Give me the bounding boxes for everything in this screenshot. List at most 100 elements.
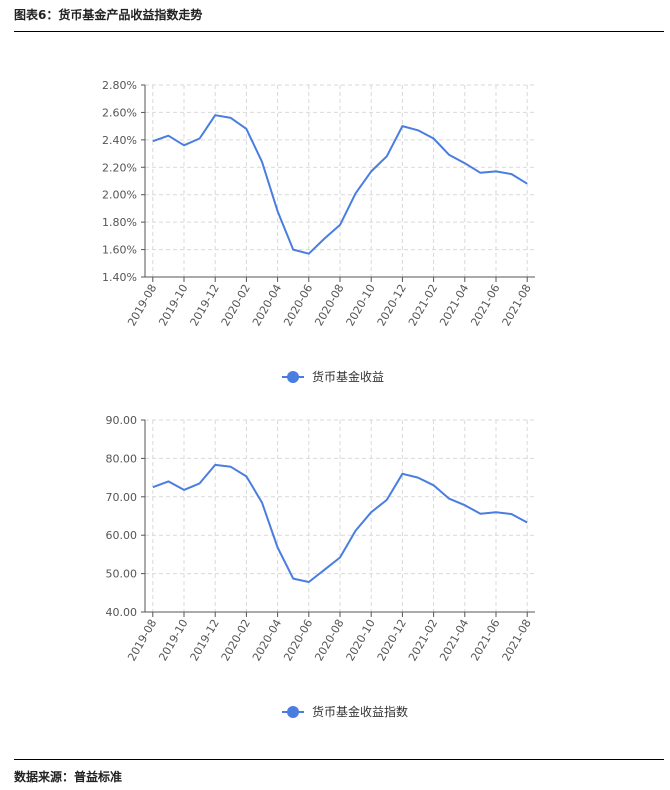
- data-point: [494, 169, 499, 174]
- data-point: [213, 462, 218, 467]
- x-tick-label: 2021-08: [500, 617, 534, 663]
- data-point: [322, 236, 327, 241]
- data-point: [509, 172, 514, 177]
- data-point: [150, 139, 155, 144]
- data-point: [525, 520, 530, 525]
- x-tick-label: 2020-10: [344, 282, 378, 328]
- y-tick-label: 2.60%: [102, 106, 137, 119]
- data-point: [384, 497, 389, 502]
- x-tick-label: 2020-10: [344, 617, 378, 663]
- data-point: [338, 222, 343, 227]
- x-tick-label: 2021-06: [468, 617, 502, 663]
- legend-marker: [287, 371, 299, 383]
- x-tick-label: 2019-10: [156, 282, 190, 328]
- x-tick-label: 2020-08: [312, 617, 346, 663]
- x-tick-label: 2020-02: [219, 617, 253, 663]
- y-tick-label: 1.60%: [102, 244, 137, 257]
- y-tick-label: 90.00: [106, 414, 138, 427]
- x-tick-label: 2019-08: [125, 282, 159, 328]
- data-point: [244, 126, 249, 131]
- y-tick-label: 2.00%: [102, 189, 137, 202]
- top-rule: [14, 31, 664, 32]
- chart-fund-yield-index: 40.00 50.00 60.00 70.00 80.00 90.00 2019-08 201…: [106, 414, 535, 719]
- data-point: [431, 483, 436, 488]
- data-point: [182, 143, 187, 148]
- x-tick-label: 2020-06: [281, 617, 315, 663]
- data-point: [400, 471, 405, 476]
- x-tick-label: 2021-02: [406, 282, 440, 328]
- y-tick-label: 50.00: [106, 568, 138, 581]
- data-point: [291, 247, 296, 252]
- data-source: 数据来源：普益标准: [14, 770, 123, 784]
- figure-title: 图表6：货币基金产品收益指数走势: [14, 8, 203, 22]
- y-tick-label: 60.00: [106, 529, 138, 542]
- y-tick-label: 1.40%: [102, 271, 137, 284]
- legend-label: 货币基金收益指数: [312, 704, 408, 719]
- x-tick-label: 2020-12: [375, 282, 409, 328]
- data-point: [197, 481, 202, 486]
- data-point: [353, 191, 358, 196]
- data-point: [166, 133, 171, 138]
- data-point: [447, 152, 452, 157]
- data-point: [260, 159, 265, 164]
- legend-label: 货币基金收益: [312, 369, 384, 384]
- series-line: [152, 114, 528, 255]
- data-point: [353, 528, 358, 533]
- legend-marker: [287, 706, 299, 718]
- chart-fund-yield: 1.40% 1.60% 1.80% 2.00% 2.20% 2.40% 2.60% 2.80%…: [102, 79, 535, 384]
- data-point: [306, 580, 311, 585]
- y-tick-label: 2.40%: [102, 134, 137, 147]
- x-tick-label: 2021-08: [500, 282, 534, 328]
- x-tick-label: 2021-04: [437, 282, 471, 328]
- data-point: [369, 510, 374, 515]
- data-point: [431, 136, 436, 141]
- data-point: [260, 500, 265, 505]
- bottom-rule: [14, 759, 664, 760]
- data-point: [244, 474, 249, 479]
- data-point: [416, 475, 421, 480]
- data-point: [447, 496, 452, 501]
- data-point: [494, 510, 499, 515]
- data-point: [166, 479, 171, 484]
- data-point: [275, 545, 280, 550]
- x-tick-label: 2020-04: [250, 617, 284, 663]
- data-point: [291, 576, 296, 581]
- data-point: [228, 115, 233, 120]
- data-point: [150, 485, 155, 490]
- x-tick-label: 2019-12: [188, 617, 222, 663]
- x-tick-label: 2020-02: [219, 282, 253, 328]
- x-tick-label: 2021-02: [406, 617, 440, 663]
- data-point: [369, 169, 374, 174]
- data-point: [197, 136, 202, 141]
- y-tick-label: 70.00: [106, 491, 138, 504]
- data-point: [462, 161, 467, 166]
- data-point: [509, 512, 514, 517]
- x-tick-label: 2021-06: [468, 282, 502, 328]
- y-tick-label: 2.20%: [102, 161, 137, 174]
- data-point: [275, 209, 280, 214]
- x-tick-label: 2020-04: [250, 282, 284, 328]
- x-tick-label: 2020-08: [312, 282, 346, 328]
- data-point: [182, 487, 187, 492]
- x-tick-label: 2019-08: [125, 617, 159, 663]
- x-tick-label: 2020-06: [281, 282, 315, 328]
- data-point: [525, 181, 530, 186]
- y-tick-label: 80.00: [106, 452, 138, 465]
- data-point: [213, 113, 218, 118]
- series-line: [152, 463, 528, 583]
- y-tick-label: 2.80%: [102, 79, 137, 92]
- data-point: [306, 251, 311, 256]
- data-point: [400, 124, 405, 129]
- x-tick-label: 2020-12: [375, 617, 409, 663]
- data-point: [416, 128, 421, 133]
- x-tick-label: 2021-04: [437, 617, 471, 663]
- data-point: [338, 555, 343, 560]
- data-point: [228, 464, 233, 469]
- data-point: [478, 511, 483, 516]
- data-point: [462, 503, 467, 508]
- x-tick-label: 2019-12: [188, 282, 222, 328]
- data-point: [384, 154, 389, 159]
- y-tick-label: 40.00: [106, 606, 138, 619]
- data-point: [478, 170, 483, 175]
- data-point: [322, 567, 327, 572]
